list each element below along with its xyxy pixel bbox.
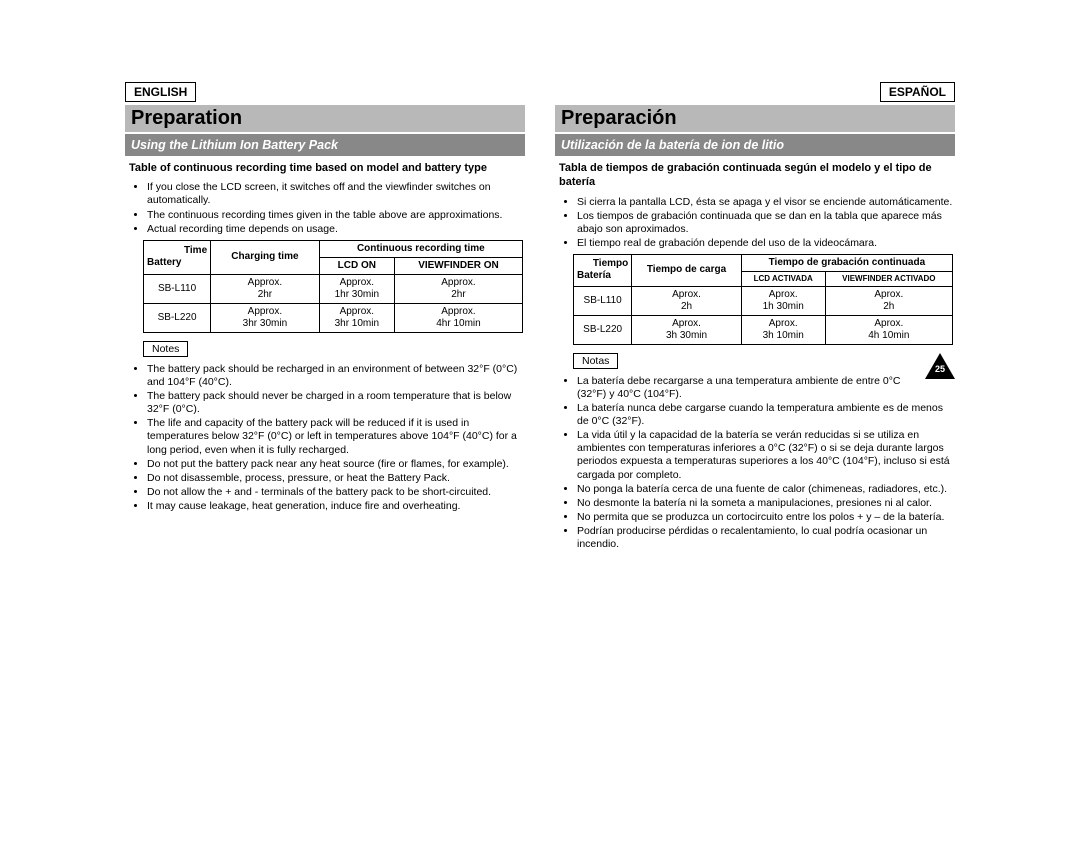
recording-table-es: Tiempo Batería Tiempo de carga Tiempo de… (573, 254, 953, 345)
list-item: No ponga la batería cerca de una fuente … (577, 483, 955, 496)
section-label-es: Tabla de tiempos de grabación continuada… (555, 159, 955, 192)
subtitle-en: Using the Lithium Ion Battery Pack (125, 134, 525, 156)
list-item: No permita que se produzca un cortocircu… (577, 511, 955, 524)
english-column: ENGLISH Preparation Using the Lithium Io… (125, 82, 525, 555)
list-item: No desmonte la batería ni la someta a ma… (577, 497, 955, 510)
th-charging: Charging time (211, 240, 320, 274)
table-row: SB-L220 Aprox. 3h 30min Aprox. 3h 10min … (574, 315, 953, 344)
th-charging: Tiempo de carga (632, 255, 742, 287)
list-item: La vida útil y la capacidad de la baterí… (577, 429, 955, 482)
subtitle-es: Utilización de la batería de ion de liti… (555, 134, 955, 156)
list-item: The battery pack should be recharged in … (147, 363, 525, 389)
lang-label-en: ENGLISH (125, 82, 196, 102)
manual-page: ENGLISH Preparation Using the Lithium Io… (125, 82, 955, 555)
page-number: 25 (925, 364, 955, 374)
list-item: La batería nunca debe cargarse cuando la… (577, 402, 955, 428)
list-item: Do not put the battery pack near any hea… (147, 458, 525, 471)
th-vf: VIEWFINDER ON (394, 257, 522, 274)
list-item: El tiempo real de grabación depende del … (577, 237, 955, 250)
title-en: Preparation (125, 105, 525, 132)
table-diag-cell: Tiempo Batería (574, 255, 632, 287)
intro-list-es: Si cierra la pantalla LCD, ésta se apaga… (555, 196, 955, 251)
list-item: Do not disassemble, process, pressure, o… (147, 472, 525, 485)
section-label-en: Table of continuous recording time based… (125, 159, 525, 177)
notes-label-en: Notes (143, 341, 188, 357)
list-item: Los tiempos de grabación continuada que … (577, 210, 955, 236)
list-item: It may cause leakage, heat generation, i… (147, 500, 525, 513)
th-lcd: LCD ON (319, 257, 394, 274)
notes-list-es: La batería debe recargarse a una tempera… (555, 375, 955, 552)
table-row: SB-L110 Approx. 2hr Approx. 1hr 30min Ap… (144, 274, 523, 303)
list-item: Si cierra la pantalla LCD, ésta se apaga… (577, 196, 955, 209)
list-item: Actual recording time depends on usage. (147, 223, 525, 236)
recording-table-en: Time Battery Charging time Continuous re… (143, 240, 523, 333)
notes-list-en: The battery pack should be recharged in … (125, 363, 525, 513)
list-item: Do not allow the + and - terminals of th… (147, 486, 525, 499)
list-item: If you close the LCD screen, it switches… (147, 181, 525, 207)
th-vf: VIEWFINDER ACTIVADO (825, 272, 952, 287)
intro-list-en: If you close the LCD screen, it switches… (125, 181, 525, 236)
list-item: The continuous recording times given in … (147, 209, 525, 222)
th-cont: Continuous recording time (319, 240, 522, 257)
lang-label-es: ESPAÑOL (880, 82, 955, 102)
page-number-badge: 25 (925, 353, 955, 379)
notes-label-es: Notas (573, 353, 618, 369)
list-item: La batería debe recargarse a una tempera… (577, 375, 955, 401)
list-item: The life and capacity of the battery pac… (147, 417, 525, 456)
spanish-column: ESPAÑOL Preparación Utilización de la ba… (555, 82, 955, 555)
th-lcd: LCD ACTIVADA (741, 272, 825, 287)
list-item: The battery pack should never be charged… (147, 390, 525, 416)
th-cont: Tiempo de grabación continuada (741, 255, 952, 272)
title-es: Preparación (555, 105, 955, 132)
table-row: SB-L110 Aprox. 2h Aprox. 1h 30min Aprox.… (574, 286, 953, 315)
list-item: Podrían producirse pérdidas o recalentam… (577, 525, 955, 551)
table-row: SB-L220 Approx. 3hr 30min Approx. 3hr 10… (144, 303, 523, 332)
table-diag-cell: Time Battery (144, 240, 211, 274)
